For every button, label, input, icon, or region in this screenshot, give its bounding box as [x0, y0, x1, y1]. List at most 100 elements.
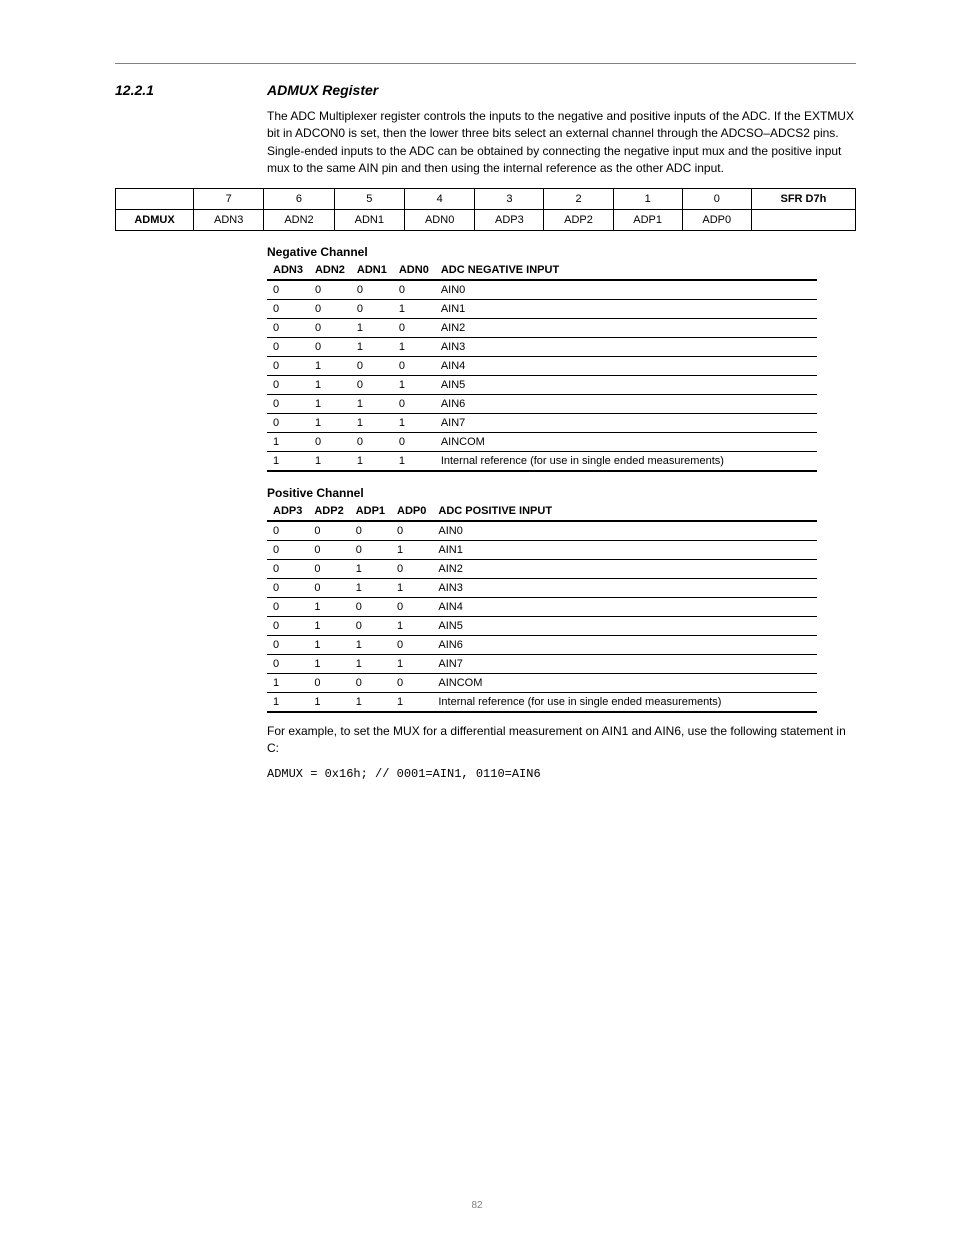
- cell: 0: [267, 521, 308, 541]
- cell: AINCOM: [432, 673, 817, 692]
- bit-header: 3: [475, 188, 544, 209]
- cell: 1: [309, 451, 351, 471]
- cell: AIN7: [432, 654, 817, 673]
- cell: 0: [267, 356, 309, 375]
- cell: 0: [351, 375, 393, 394]
- bit-header: 0: [682, 188, 751, 209]
- table-row: ADP3 ADP2 ADP1 ADP0 ADC POSITIVE INPUT: [267, 502, 817, 521]
- bit-cell: ADN3: [194, 209, 264, 230]
- table-row: 1000AINCOM: [267, 673, 817, 692]
- cell: Internal reference (for use in single en…: [432, 692, 817, 712]
- cell: 0: [351, 432, 393, 451]
- col-header: ADN3: [267, 261, 309, 280]
- cell: AIN6: [435, 394, 817, 413]
- bit-cell: ADP2: [544, 209, 613, 230]
- cell: 1: [267, 692, 308, 712]
- bit-header: 6: [264, 188, 334, 209]
- cell: 0: [309, 432, 351, 451]
- cell: 1: [308, 616, 349, 635]
- cell: 1: [309, 413, 351, 432]
- cell: 0: [350, 616, 391, 635]
- register-bit-table: 7 6 5 4 3 2 1 0 SFR D7h ADMUX ADN3 ADN2 …: [115, 188, 856, 231]
- cell: AINCOM: [435, 432, 817, 451]
- cell: 0: [309, 318, 351, 337]
- register-name-cell: ADMUX: [116, 209, 194, 230]
- cell: 0: [267, 540, 308, 559]
- table-row: 0100AIN4: [267, 356, 817, 375]
- cell: 0: [351, 280, 393, 300]
- cell: 0: [351, 356, 393, 375]
- col-header: ADN2: [309, 261, 351, 280]
- table-row: 0000AIN0: [267, 280, 817, 300]
- intro-paragraph: The ADC Multiplexer register controls th…: [267, 108, 856, 178]
- cell: 1: [309, 356, 351, 375]
- cell: 1: [393, 375, 435, 394]
- table-row: 1111Internal reference (for use in singl…: [267, 451, 817, 471]
- cell: 0: [308, 578, 349, 597]
- cell: 1: [351, 337, 393, 356]
- cell: 1: [391, 654, 432, 673]
- cell: 1: [308, 597, 349, 616]
- col-header: ADP1: [350, 502, 391, 521]
- cell: AIN2: [435, 318, 817, 337]
- section-number: 12.2.1: [115, 82, 267, 98]
- bit-cell: ADN2: [264, 209, 334, 230]
- table-row: 0101AIN5: [267, 375, 817, 394]
- cell: 1: [350, 635, 391, 654]
- bit-header: 5: [334, 188, 404, 209]
- cell: AIN1: [435, 299, 817, 318]
- pos-channel-table: ADP3 ADP2 ADP1 ADP0 ADC POSITIVE INPUT 0…: [267, 502, 817, 713]
- cell: 1: [351, 394, 393, 413]
- cell: 1: [351, 318, 393, 337]
- col-header: ADP0: [391, 502, 432, 521]
- cell: 1: [393, 337, 435, 356]
- col-header: ADP3: [267, 502, 308, 521]
- bit-header: 4: [404, 188, 474, 209]
- bit-header: 2: [544, 188, 613, 209]
- bit-header: 7: [194, 188, 264, 209]
- table-row: 0011AIN3: [267, 578, 817, 597]
- col-header: ADC POSITIVE INPUT: [432, 502, 817, 521]
- table-row: 0010AIN2: [267, 559, 817, 578]
- cell: 0: [267, 375, 309, 394]
- pos-channel-caption: Positive Channel: [267, 486, 856, 500]
- cell: 1: [393, 413, 435, 432]
- table-row: ADMUX ADN3 ADN2 ADN1 ADN0 ADP3 ADP2 ADP1…: [116, 209, 856, 230]
- table-row: 0101AIN5: [267, 616, 817, 635]
- bit-header-blank: [116, 188, 194, 209]
- cell: 0: [267, 413, 309, 432]
- cell: 0: [308, 673, 349, 692]
- cell: 0: [393, 432, 435, 451]
- table-row: 0111AIN7: [267, 654, 817, 673]
- cell: AIN5: [435, 375, 817, 394]
- cell: 0: [391, 559, 432, 578]
- cell: AIN5: [432, 616, 817, 635]
- cell: 1: [393, 299, 435, 318]
- cell: 0: [309, 337, 351, 356]
- table-row: 0111AIN7: [267, 413, 817, 432]
- cell: AIN6: [432, 635, 817, 654]
- col-header: ADN1: [351, 261, 393, 280]
- sfr-blank: [751, 209, 855, 230]
- cell: 0: [393, 318, 435, 337]
- table-row: 0110AIN6: [267, 394, 817, 413]
- cell: 0: [267, 280, 309, 300]
- bit-header: 1: [613, 188, 682, 209]
- cell: 0: [350, 673, 391, 692]
- table-row: 7 6 5 4 3 2 1 0 SFR D7h: [116, 188, 856, 209]
- bit-cell: ADP0: [682, 209, 751, 230]
- section-header: 12.2.1 ADMUX Register: [115, 82, 856, 98]
- cell: 0: [391, 521, 432, 541]
- cell: 1: [350, 654, 391, 673]
- cell: 0: [267, 299, 309, 318]
- cell: 1: [350, 578, 391, 597]
- table-row: 0110AIN6: [267, 635, 817, 654]
- cell: AIN4: [435, 356, 817, 375]
- table-row: 0001AIN1: [267, 540, 817, 559]
- cell: 0: [267, 337, 309, 356]
- cell: AIN0: [435, 280, 817, 300]
- cell: 0: [267, 394, 309, 413]
- cell: 1: [391, 692, 432, 712]
- cell: 0: [350, 540, 391, 559]
- sfr-label: SFR D7h: [751, 188, 855, 209]
